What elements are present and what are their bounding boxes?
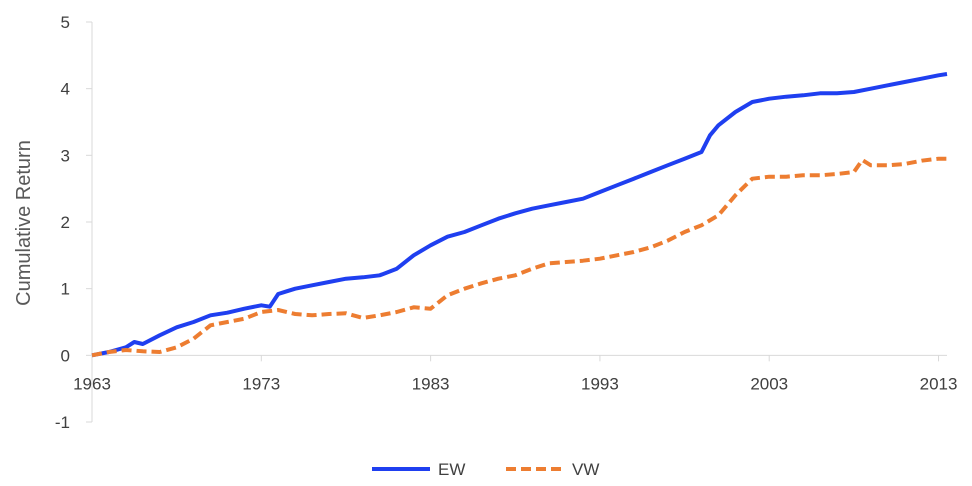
legend-label: VW	[572, 460, 599, 479]
x-tick-label: 1973	[242, 374, 280, 393]
legend: EW VW	[372, 460, 599, 479]
series-line-ew	[91, 72, 948, 358]
y-tick-label: 1	[61, 280, 70, 299]
x-tick-label: 1963	[73, 374, 111, 393]
y-tick-label: -1	[55, 413, 70, 432]
x-tick-label: 1983	[412, 374, 450, 393]
series-line-vw	[91, 156, 947, 358]
x-tick-label: 2003	[750, 374, 788, 393]
x-tick-label: 1993	[581, 374, 619, 393]
y-tick-label: 5	[61, 13, 70, 32]
legend-label: EW	[438, 460, 465, 479]
x-tick-label: 2013	[920, 374, 958, 393]
legend-item-ew: EW	[372, 460, 465, 479]
y-tick-label: 4	[61, 80, 70, 99]
y-axis-title: Cumulative Return	[13, 140, 35, 306]
y-tick-label: 2	[61, 213, 70, 232]
legend-item-vw: VW	[506, 460, 599, 479]
y-tick-label: 0	[61, 346, 70, 365]
x-axis: 1963 1973 1983 1993 2003 2013	[73, 354, 958, 393]
y-tick-label: 3	[61, 146, 70, 165]
series-layer	[91, 72, 948, 358]
y-axis: -1 0 1 2 3 4 5	[55, 13, 93, 432]
